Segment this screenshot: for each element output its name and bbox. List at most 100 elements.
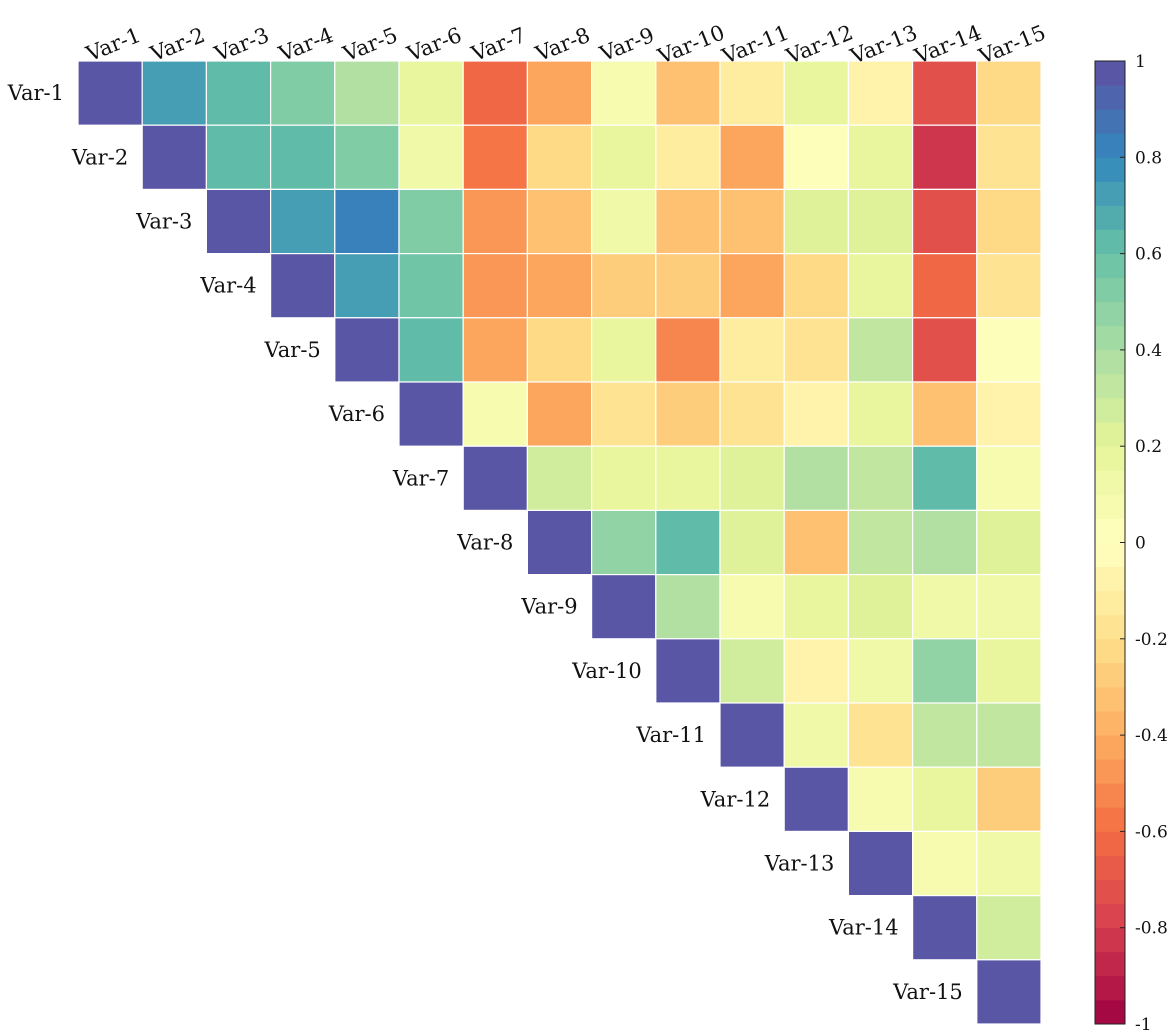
cell-var-13-var-13 bbox=[847, 830, 914, 897]
colorbar-segment-5 bbox=[1095, 879, 1125, 905]
cell-var-1-var-6 bbox=[398, 60, 464, 126]
cell-var-14-var-15 bbox=[976, 894, 1042, 961]
cell-var-4-var-7 bbox=[462, 253, 529, 319]
cell-var-5-var-15 bbox=[976, 317, 1042, 383]
cell-var-1-var-9 bbox=[590, 60, 657, 126]
cell-var-9-var-11 bbox=[719, 573, 785, 640]
colorbar-segment-23 bbox=[1095, 446, 1125, 471]
row-label-var-6: Var-6 bbox=[328, 402, 385, 426]
cell-var-6-var-10 bbox=[655, 381, 721, 447]
cell-var-9-var-10 bbox=[655, 573, 721, 640]
cell-var-9-var-15 bbox=[976, 573, 1042, 640]
cell-var-3-var-7 bbox=[462, 188, 529, 255]
cell-var-1-var-7 bbox=[462, 60, 529, 126]
cell-var-2-var-15 bbox=[976, 124, 1042, 190]
cell-var-2-var-9 bbox=[590, 124, 657, 190]
cell-var-2-var-12 bbox=[783, 124, 850, 190]
cell-var-5-var-6 bbox=[398, 317, 464, 383]
colorbar-segment-31 bbox=[1095, 253, 1125, 279]
row-label-var-10: Var-10 bbox=[571, 659, 642, 683]
column-label-var-1: Var-1 bbox=[82, 23, 144, 67]
cell-var-6-var-13 bbox=[847, 381, 914, 447]
colorbar-segment-36 bbox=[1095, 133, 1125, 158]
colorbar-segment-38 bbox=[1095, 85, 1125, 110]
colorbar-segment-25 bbox=[1095, 398, 1125, 423]
cell-var-4-var-8 bbox=[526, 253, 593, 319]
colorbar-tick-label-9: 0.8 bbox=[1135, 148, 1162, 168]
cell-var-3-var-11 bbox=[719, 188, 785, 255]
colorbar-segment-19 bbox=[1095, 542, 1125, 567]
colorbar-tick-label-5: 0 bbox=[1135, 534, 1146, 554]
row-labels: Var-1 Var-2 Var-3 Var-4 Var-5 Var-6 Var-7 Var-8… bbox=[7, 81, 963, 1004]
colorbar-segment-2 bbox=[1095, 951, 1125, 977]
colorbar-tick-label-1: -0.8 bbox=[1135, 919, 1168, 939]
colorbar-segment-15 bbox=[1095, 638, 1125, 664]
cell-var-3-var-9 bbox=[590, 188, 657, 255]
cell-var-8-var-11 bbox=[719, 509, 785, 576]
cell-var-1-var-14 bbox=[911, 60, 978, 126]
cell-var-2-var-5 bbox=[334, 124, 400, 190]
colorbar-segment-14 bbox=[1095, 662, 1125, 688]
colorbar-segment-24 bbox=[1095, 422, 1125, 447]
column-label-var-4: Var-4 bbox=[275, 23, 337, 67]
row-label-var-7: Var-7 bbox=[392, 466, 449, 490]
cell-var-12-var-12 bbox=[783, 766, 850, 833]
colorbar-segment-22 bbox=[1095, 470, 1125, 495]
colorbar-segment-26 bbox=[1095, 373, 1125, 399]
cell-var-1-var-13 bbox=[847, 60, 914, 126]
cell-var-13-var-15 bbox=[976, 830, 1042, 897]
cell-var-1-var-11 bbox=[719, 60, 785, 126]
cell-var-11-var-13 bbox=[847, 702, 914, 768]
cell-var-2-var-3 bbox=[205, 124, 272, 190]
row-label-var-13: Var-13 bbox=[764, 852, 835, 876]
row-label-var-5: Var-5 bbox=[264, 338, 321, 362]
row-label-var-9: Var-9 bbox=[520, 595, 577, 619]
cell-var-3-var-3 bbox=[205, 188, 272, 255]
cell-var-2-var-13 bbox=[847, 124, 914, 190]
cell-var-2-var-14 bbox=[911, 124, 978, 190]
cell-var-4-var-12 bbox=[783, 253, 850, 319]
cell-var-9-var-9 bbox=[590, 573, 657, 640]
cell-var-8-var-12 bbox=[783, 509, 850, 576]
colorbar-segment-13 bbox=[1095, 686, 1125, 712]
colorbar-segment-0 bbox=[1095, 999, 1125, 1025]
cell-var-3-var-8 bbox=[526, 188, 593, 255]
colorbar-segment-33 bbox=[1095, 205, 1125, 230]
cell-var-2-var-8 bbox=[526, 124, 593, 190]
cell-var-12-var-15 bbox=[976, 766, 1042, 833]
cell-var-4-var-5 bbox=[334, 253, 400, 319]
cell-var-6-var-14 bbox=[911, 381, 978, 447]
colorbar-tick-label-2: -0.6 bbox=[1135, 822, 1168, 842]
cell-var-1-var-10 bbox=[655, 60, 721, 126]
colorbar-segment-21 bbox=[1095, 494, 1125, 519]
row-label-var-14: Var-14 bbox=[828, 916, 899, 940]
cell-var-4-var-6 bbox=[398, 253, 464, 319]
row-label-var-2: Var-2 bbox=[71, 145, 128, 169]
cell-var-6-var-6 bbox=[398, 381, 464, 447]
cell-var-12-var-13 bbox=[847, 766, 914, 833]
cell-var-1-var-4 bbox=[270, 60, 336, 126]
cell-var-4-var-13 bbox=[847, 253, 914, 319]
cell-var-14-var-14 bbox=[911, 894, 978, 961]
cell-var-11-var-12 bbox=[783, 702, 850, 768]
cell-var-2-var-2 bbox=[141, 124, 207, 190]
colorbar-tick-label-8: 0.6 bbox=[1135, 245, 1162, 265]
cell-var-10-var-12 bbox=[783, 638, 850, 704]
cell-var-6-var-15 bbox=[976, 381, 1042, 447]
cell-var-1-var-3 bbox=[205, 60, 272, 126]
cell-var-11-var-14 bbox=[911, 702, 978, 768]
colorbar bbox=[1094, 60, 1126, 1025]
cell-var-5-var-9 bbox=[590, 317, 657, 383]
cell-var-3-var-12 bbox=[783, 188, 850, 255]
colorbar-segment-6 bbox=[1095, 855, 1125, 880]
cell-var-1-var-8 bbox=[526, 60, 593, 126]
cell-var-5-var-13 bbox=[847, 317, 914, 383]
cell-var-7-var-15 bbox=[976, 445, 1042, 512]
colorbar-segment-3 bbox=[1095, 927, 1125, 953]
colorbar-segment-39 bbox=[1095, 61, 1125, 86]
cell-var-5-var-5 bbox=[334, 317, 400, 383]
cell-var-4-var-4 bbox=[270, 253, 336, 319]
colorbar-tick-label-0: -1 bbox=[1135, 1015, 1152, 1033]
cell-var-7-var-10 bbox=[655, 445, 721, 512]
column-label-var-7: Var-7 bbox=[467, 23, 529, 67]
